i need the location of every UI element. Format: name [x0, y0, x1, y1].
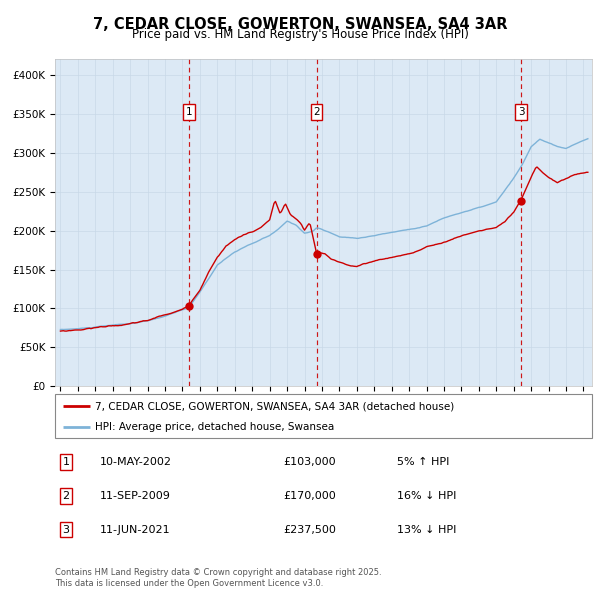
- Text: £103,000: £103,000: [283, 457, 336, 467]
- Text: 2: 2: [313, 107, 320, 117]
- Text: Price paid vs. HM Land Registry's House Price Index (HPI): Price paid vs. HM Land Registry's House …: [131, 28, 469, 41]
- Text: 1: 1: [185, 107, 192, 117]
- Text: 11-JUN-2021: 11-JUN-2021: [100, 525, 171, 535]
- Text: £170,000: £170,000: [283, 491, 336, 501]
- Text: HPI: Average price, detached house, Swansea: HPI: Average price, detached house, Swan…: [95, 422, 335, 432]
- Text: 2: 2: [62, 491, 70, 501]
- Text: £237,500: £237,500: [283, 525, 336, 535]
- Text: 13% ↓ HPI: 13% ↓ HPI: [397, 525, 457, 535]
- Text: 3: 3: [518, 107, 525, 117]
- Text: 1: 1: [62, 457, 70, 467]
- Text: This data is licensed under the Open Government Licence v3.0.: This data is licensed under the Open Gov…: [55, 579, 323, 588]
- Text: 10-MAY-2002: 10-MAY-2002: [100, 457, 172, 467]
- Text: 5% ↑ HPI: 5% ↑ HPI: [397, 457, 449, 467]
- Text: 16% ↓ HPI: 16% ↓ HPI: [397, 491, 457, 501]
- Text: Contains HM Land Registry data © Crown copyright and database right 2025.: Contains HM Land Registry data © Crown c…: [55, 568, 382, 577]
- Text: 3: 3: [62, 525, 70, 535]
- Text: 7, CEDAR CLOSE, GOWERTON, SWANSEA, SA4 3AR (detached house): 7, CEDAR CLOSE, GOWERTON, SWANSEA, SA4 3…: [95, 401, 455, 411]
- Text: 7, CEDAR CLOSE, GOWERTON, SWANSEA, SA4 3AR: 7, CEDAR CLOSE, GOWERTON, SWANSEA, SA4 3…: [93, 17, 507, 31]
- Text: 11-SEP-2009: 11-SEP-2009: [100, 491, 171, 501]
